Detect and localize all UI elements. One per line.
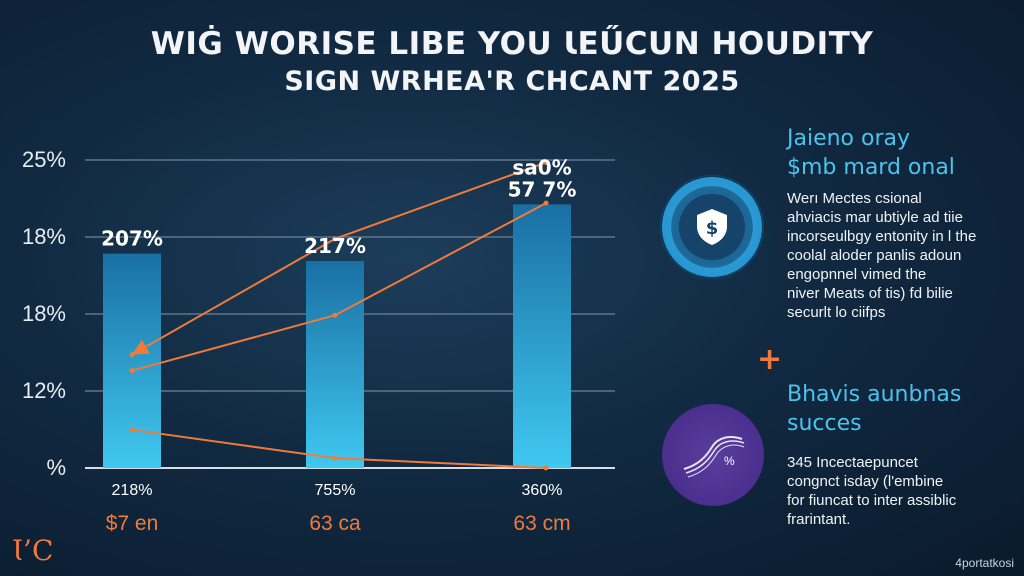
panel1-body-line: Werı Mectes csional bbox=[787, 190, 922, 207]
series-point bbox=[332, 455, 338, 461]
series-point bbox=[332, 236, 338, 242]
panel1-body-line: securlt lo ciifps bbox=[787, 304, 886, 321]
bar-extra-label: sa0% bbox=[512, 155, 571, 179]
y-tick-label: 18% bbox=[22, 301, 66, 326]
bar-value-label: 217% bbox=[304, 234, 366, 258]
series-point bbox=[543, 465, 549, 471]
watermark: 4portatkosi bbox=[955, 556, 1014, 570]
bar bbox=[513, 204, 571, 469]
panel2-body: 345 Incectaepuncet congnct isday (l'embi… bbox=[787, 453, 956, 529]
security-badge: $ bbox=[660, 175, 764, 279]
svg-text:$: $ bbox=[706, 218, 719, 239]
bar bbox=[103, 253, 161, 468]
chart-title-line2: SIGN WRHEA'R CHCANT 2025 bbox=[284, 66, 740, 97]
series-arrowhead bbox=[132, 339, 150, 355]
bar-value-label: 57 7% bbox=[508, 177, 577, 201]
panel2-body-line: frarintant. bbox=[787, 511, 851, 528]
series-point bbox=[332, 312, 338, 318]
growth-badge: % bbox=[662, 404, 764, 506]
swirl-icon-label: % bbox=[724, 454, 735, 468]
panel2-heading: Bhavis aunbnas succes bbox=[787, 380, 961, 438]
panel1-heading-line2: $mb mard onal bbox=[787, 155, 955, 180]
chart-title-line1: WIĠ WORISE LIBE YOU ƖEŰCUN HOUDITY bbox=[150, 26, 874, 62]
panel1-body-line: engopnnel vimed the bbox=[787, 266, 927, 283]
panel1-heading: Jaieno oray $mb mard onal bbox=[787, 124, 955, 182]
series-point bbox=[543, 200, 549, 206]
panel2-body-line: for fiuncat to inter assiblic bbox=[787, 492, 957, 509]
panel1-heading-line1: Jaieno oray bbox=[787, 126, 911, 151]
bar bbox=[306, 261, 364, 468]
bar-value-label: 207% bbox=[101, 227, 163, 251]
panel1-body-line: niver Meats of tis) fd bilie bbox=[787, 285, 953, 302]
panel1-body: Werı Mectes csional ahviacis mar ubtiyle… bbox=[787, 189, 976, 322]
y-tick-label: 12% bbox=[22, 378, 66, 403]
y-tick-label: % bbox=[46, 455, 66, 480]
series-point bbox=[543, 159, 549, 165]
plus-icon: + bbox=[757, 342, 783, 377]
x-category-label: 755% bbox=[315, 482, 356, 499]
y-tick-label: 25% bbox=[22, 147, 66, 172]
panel2-body-line: 345 Incectaepuncet bbox=[787, 454, 918, 471]
panel1-body-line: coolal aloder panlis adoun bbox=[787, 247, 962, 264]
x-sub-label: 63 ca bbox=[309, 512, 361, 535]
panel2-heading-line2: succes bbox=[787, 411, 862, 436]
shield-dollar-icon: $ bbox=[697, 209, 727, 245]
panel2-heading-line1: Bhavis aunbnas bbox=[787, 382, 962, 407]
panel2-body-line: congnct isday (l'embine bbox=[787, 473, 944, 490]
swirl-icon: % bbox=[683, 436, 745, 478]
x-sub-label: $7 en bbox=[106, 512, 159, 535]
brand-logo: Ɩ’C bbox=[12, 534, 54, 567]
x-category-label: 360% bbox=[522, 482, 563, 499]
panel1-body-line: incorseulbgy entonity in l the bbox=[787, 228, 977, 245]
series-point bbox=[129, 427, 135, 433]
y-tick-label: 18% bbox=[22, 224, 66, 249]
x-category-label: 218% bbox=[112, 482, 153, 499]
series-point bbox=[129, 368, 135, 374]
panel1-body-line: ahviacis mar ubtiyle ad tiie bbox=[787, 209, 963, 226]
x-sub-label: 63 cm bbox=[513, 512, 570, 535]
